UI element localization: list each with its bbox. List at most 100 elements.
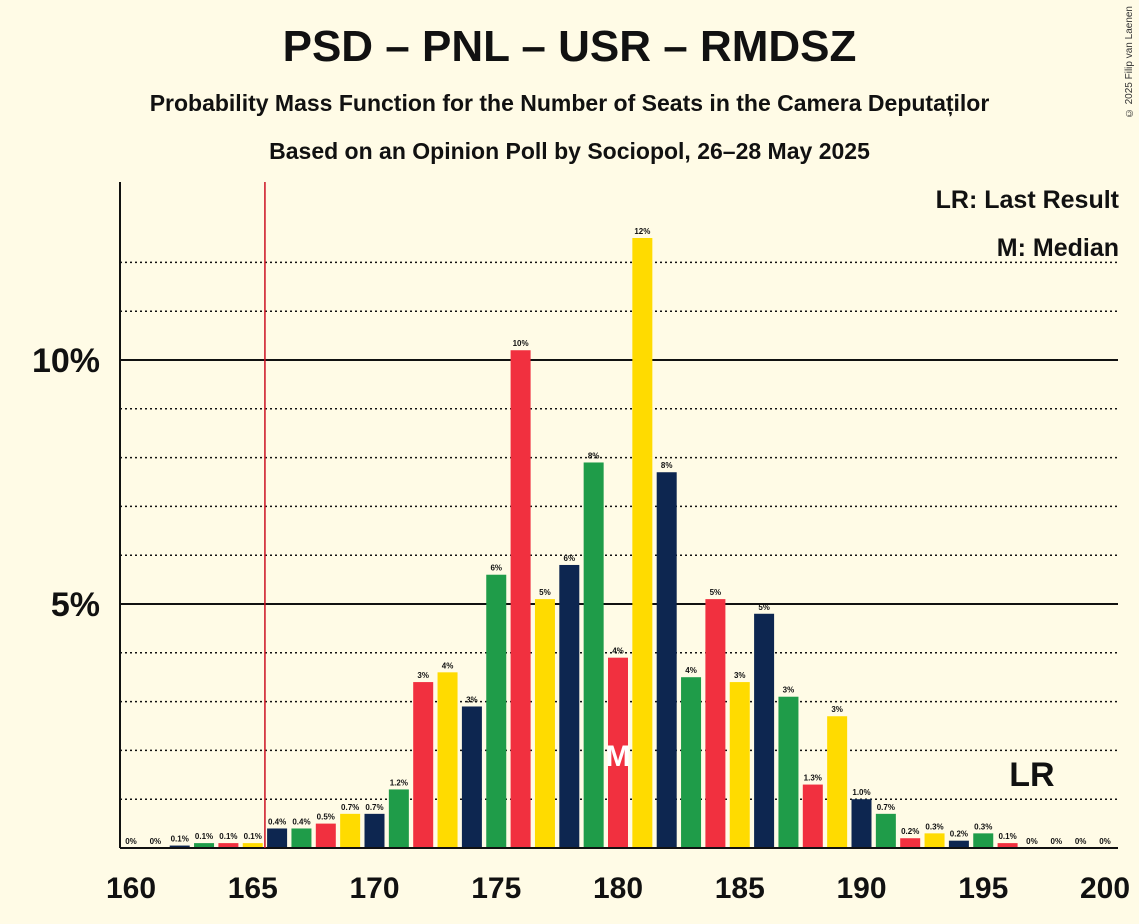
bar-seat-173	[437, 672, 458, 848]
value-label: 3%	[466, 695, 478, 704]
bar-seat-177	[534, 599, 555, 848]
y-tick-label: 5%	[51, 586, 100, 624]
y-tick-label: 10%	[32, 342, 100, 380]
bar-seat-174	[461, 706, 482, 848]
value-label: 4%	[612, 647, 624, 656]
bar-seat-162	[169, 845, 190, 848]
median-marker: M	[606, 740, 631, 773]
value-label: 0.1%	[244, 832, 262, 841]
value-label: 0.4%	[268, 817, 286, 826]
value-label: 0.1%	[171, 835, 189, 844]
bar-seat-195	[973, 833, 994, 848]
bar-seat-166	[267, 828, 288, 848]
bar-seat-179	[583, 462, 604, 848]
value-label: 4%	[442, 661, 454, 670]
markers: LR M	[264, 182, 1055, 848]
bar-seat-175	[486, 574, 507, 848]
value-label: 3%	[831, 705, 843, 714]
bar-seat-165	[242, 843, 263, 848]
bar-seat-189	[827, 716, 848, 848]
value-label: 0%	[1075, 837, 1087, 846]
value-label: 0.4%	[292, 817, 310, 826]
bar-seat-178	[559, 564, 580, 848]
x-tick-label: 165	[228, 872, 278, 905]
bar-seat-193	[924, 833, 945, 848]
bar-seat-164	[218, 843, 239, 848]
bar-seat-167	[291, 828, 312, 848]
x-tick-label: 185	[715, 872, 765, 905]
bar-seat-186	[754, 613, 775, 848]
bar-seat-185	[729, 682, 750, 848]
x-tick-label: 200	[1080, 872, 1130, 905]
bar-seat-184	[705, 599, 726, 848]
value-label: 0%	[1051, 837, 1063, 846]
bar-seat-170	[364, 813, 385, 848]
value-label: 0.1%	[219, 832, 237, 841]
value-label: 10%	[513, 339, 529, 348]
value-label: 0.3%	[925, 822, 943, 831]
value-label: 1.0%	[852, 788, 870, 797]
bar-seat-176	[510, 350, 531, 848]
bar-seat-183	[681, 677, 702, 848]
chart-source-line: Based on an Opinion Poll by Sociopol, 26…	[269, 138, 870, 164]
x-tick-label: 175	[471, 872, 521, 905]
value-label: 0.2%	[950, 830, 968, 839]
axes: 160 165 170 175 180 185 190 195 200	[106, 182, 1130, 905]
value-label: 8%	[661, 461, 673, 470]
value-label: 0%	[1099, 837, 1111, 846]
x-tick-label: 195	[958, 872, 1008, 905]
value-label: 3%	[417, 671, 429, 680]
x-tick-label: 160	[106, 872, 156, 905]
bar-seat-171	[388, 789, 409, 848]
value-label: 8%	[588, 451, 600, 460]
value-label: 0.7%	[877, 803, 895, 812]
chart-title: PSD – PNL – USR – RMDSZ	[282, 22, 857, 71]
value-label: 0.1%	[998, 832, 1016, 841]
grid-lines: 5% 10%	[32, 261, 1118, 800]
bar-seat-182	[656, 472, 677, 848]
value-labels: 0% 0% 0.1% 0.1% 0.1% 0.1% 0.4% 0.4% 0.5% 0.7% 0.7%…	[125, 227, 1111, 846]
value-label: 0%	[150, 837, 162, 846]
value-label: 6%	[490, 564, 502, 573]
legend-last-result: LR: Last Result	[935, 186, 1119, 214]
bar-seat-180	[608, 657, 628, 848]
value-label: 1.3%	[804, 774, 822, 783]
value-label: 6%	[564, 554, 576, 563]
value-label: 4%	[685, 666, 697, 675]
x-tick-label: 170	[349, 872, 399, 905]
bar-seat-168	[315, 823, 336, 848]
bar-seat-190	[851, 799, 872, 848]
value-label: 0.3%	[974, 822, 992, 831]
bar-seat-181	[632, 238, 653, 848]
bars	[169, 238, 1018, 848]
bar-seat-169	[340, 813, 361, 848]
bar-seat-188	[802, 784, 823, 848]
bar-seat-192	[900, 838, 921, 848]
bar-seat-187	[778, 696, 799, 848]
bar-seat-196	[997, 843, 1018, 848]
bar-seat-172	[413, 682, 434, 848]
value-label: 0.7%	[341, 803, 359, 812]
value-label: 0%	[125, 837, 137, 846]
value-label: 1.2%	[390, 778, 408, 787]
value-label: 3%	[734, 671, 746, 680]
value-label: 0%	[1026, 837, 1038, 846]
last-result-marker: LR	[1009, 756, 1054, 794]
value-label: 5%	[539, 588, 551, 597]
bar-seat-163	[194, 843, 215, 848]
value-label: 5%	[710, 588, 722, 597]
bar-seat-191	[875, 813, 896, 848]
bar-seat-194	[948, 840, 969, 848]
x-tick-label: 180	[593, 872, 643, 905]
x-tick-label: 190	[836, 872, 886, 905]
value-label: 3%	[783, 686, 795, 695]
legend-median: M: Median	[996, 234, 1119, 262]
value-label: 0.1%	[195, 832, 213, 841]
chart-subtitle: Probability Mass Function for the Number…	[149, 90, 990, 116]
value-label: 12%	[634, 227, 650, 236]
value-label: 0.5%	[317, 813, 335, 822]
value-label: 0.7%	[365, 803, 383, 812]
value-label: 5%	[758, 603, 770, 612]
value-label: 0.2%	[901, 827, 919, 836]
